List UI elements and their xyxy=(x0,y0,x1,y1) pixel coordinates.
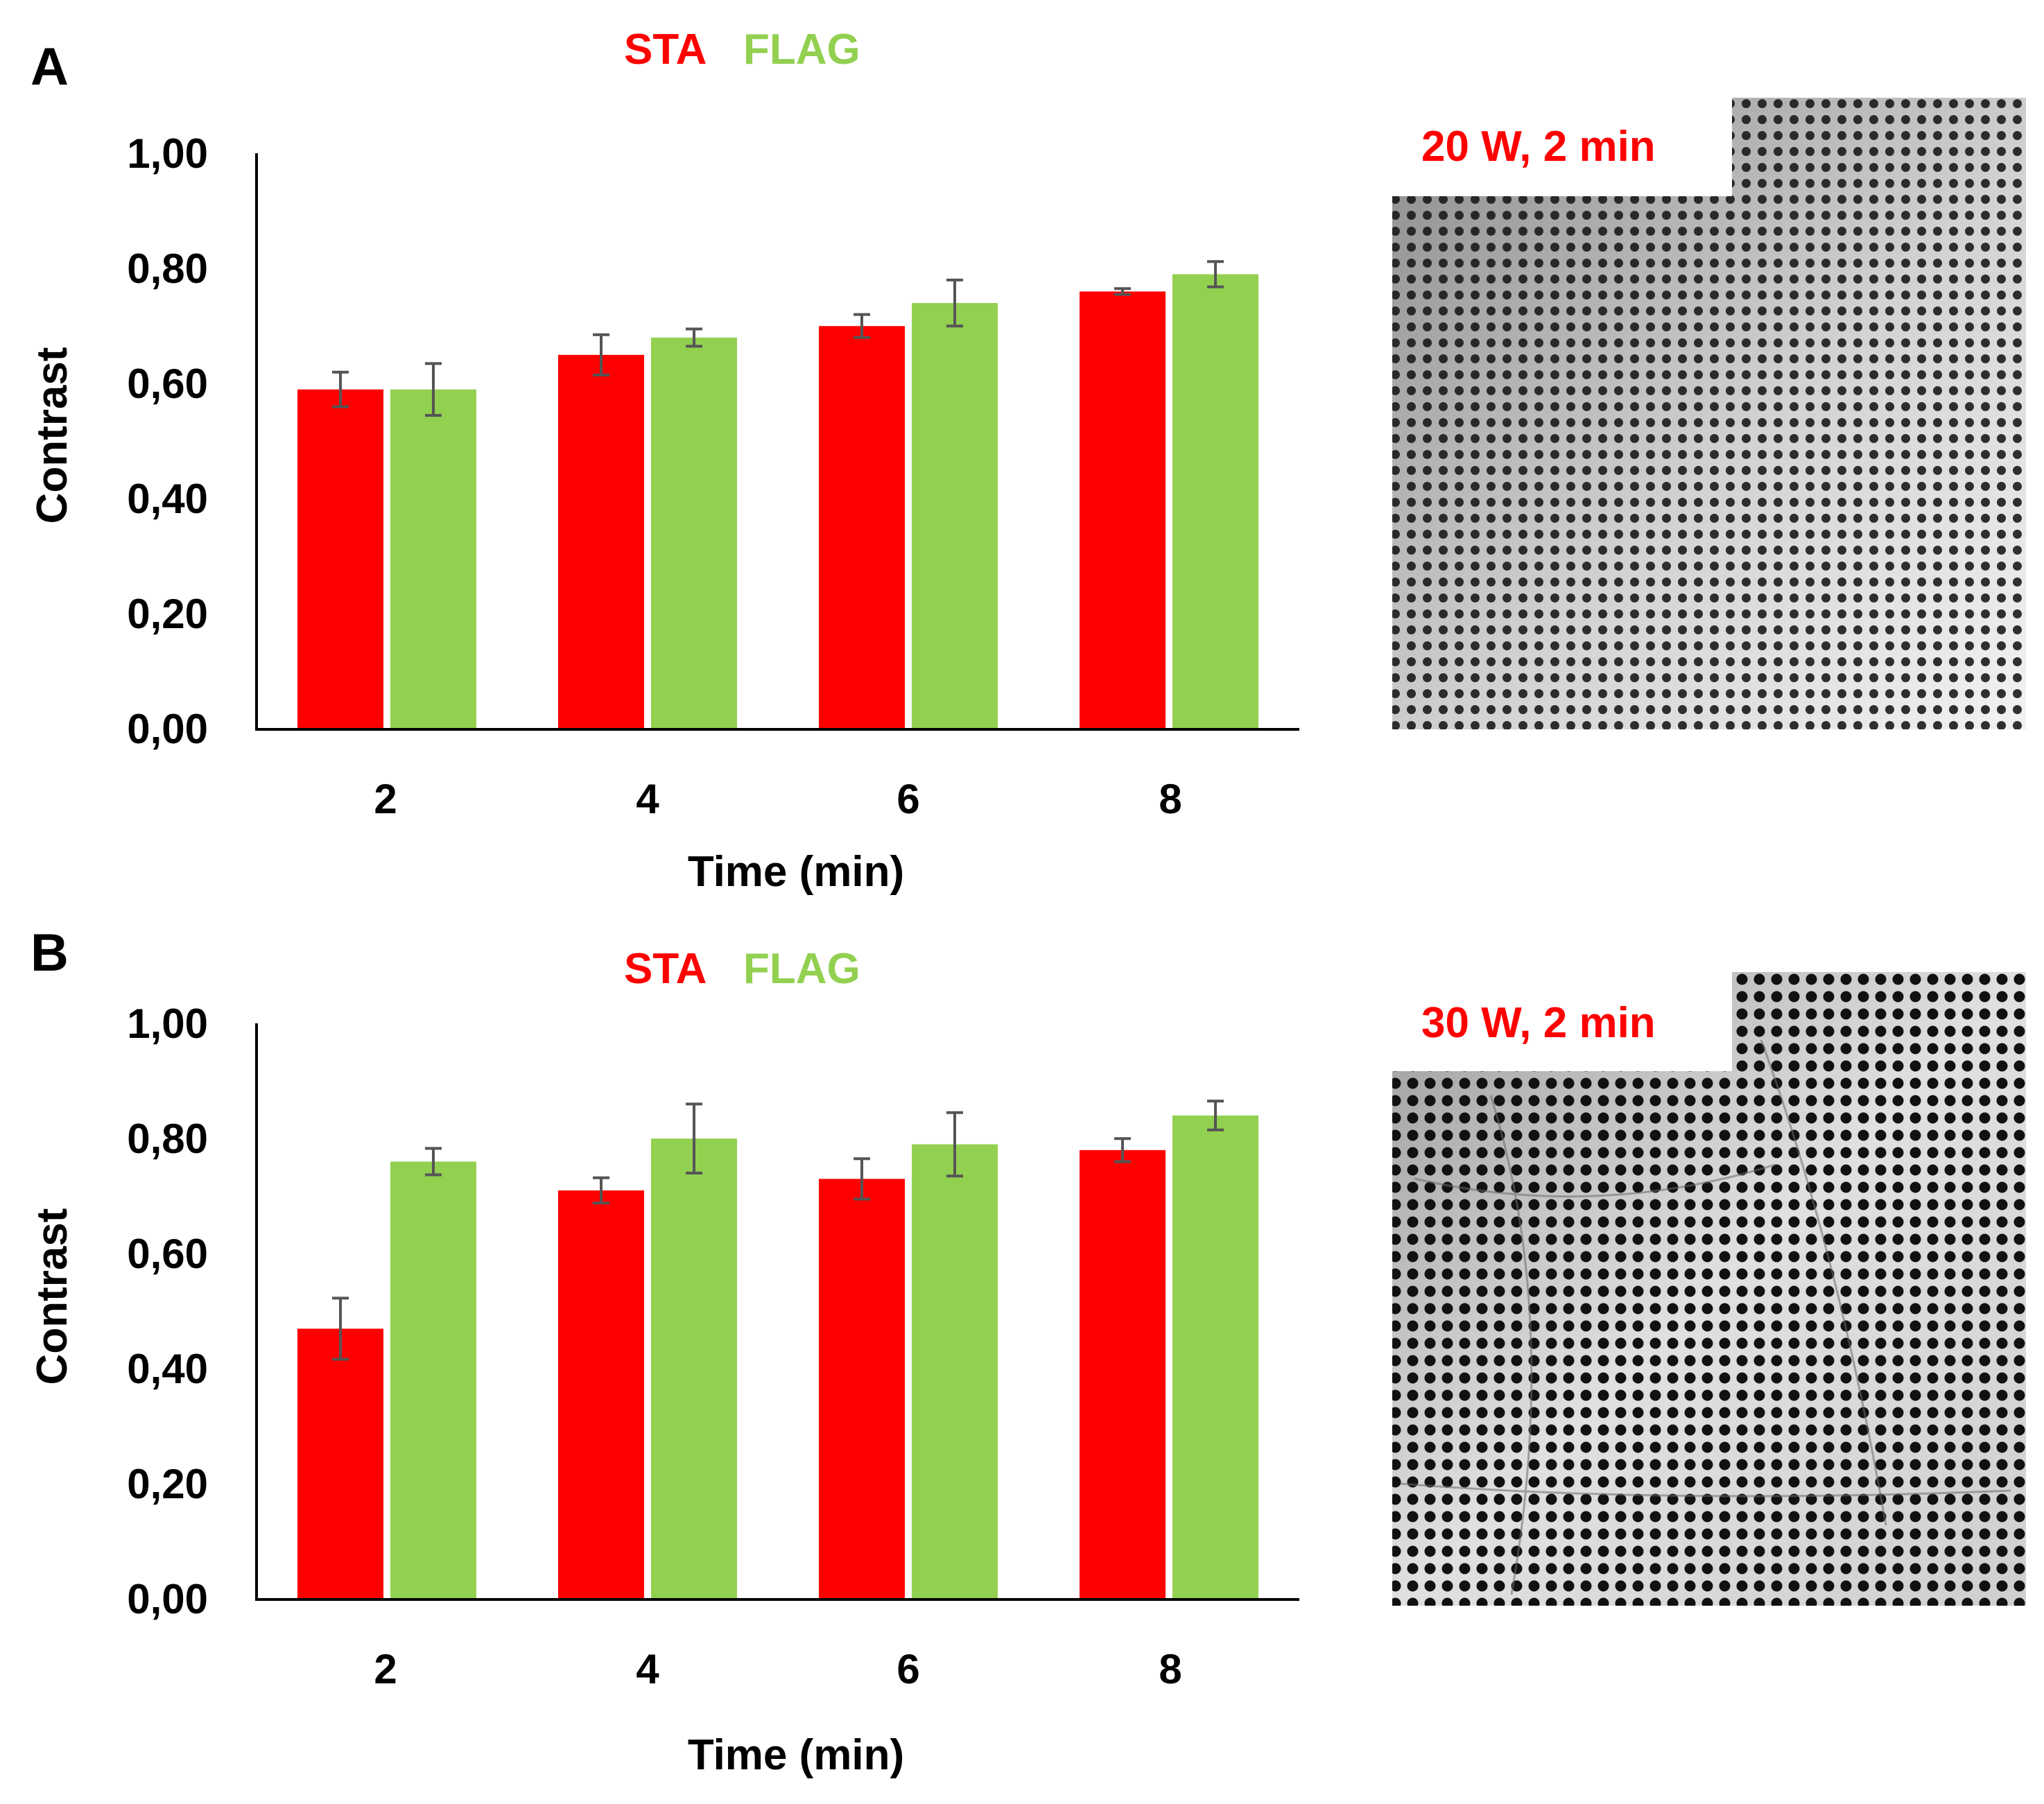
y-axis-title: Contrast xyxy=(28,1208,76,1385)
y-axis-title: Contrast xyxy=(28,347,76,524)
y-tick-labels: 0,00 0,20 0,40 0,60 0,80 1,00 xyxy=(127,130,208,752)
y-tick-label: 0,00 xyxy=(127,706,208,752)
x-axis-title: Time (min) xyxy=(688,1731,904,1779)
bar-sta-6 xyxy=(819,326,905,729)
bar-flag-4 xyxy=(651,1138,737,1599)
error-bar-flag-8 xyxy=(1207,260,1224,288)
bar-flag-6 xyxy=(912,303,998,729)
panel-b: B STA FLAG 0,00 0,20 0,40 0,60 0,80 1,00… xyxy=(28,923,2026,1779)
y-tick-label: 0,20 xyxy=(127,1461,208,1507)
bar-sta-8 xyxy=(1080,1150,1166,1599)
bar-flag-8 xyxy=(1172,274,1258,729)
panel-letter: B xyxy=(31,923,69,982)
x-tick-label: 6 xyxy=(897,776,919,822)
error-bar-sta-2 xyxy=(332,1296,349,1361)
bar-flag-4 xyxy=(651,337,737,729)
bar-flag-2 xyxy=(390,389,476,729)
error-bar-flag-2 xyxy=(425,1147,442,1177)
x-tick-label: 4 xyxy=(636,1646,659,1692)
bar-sta-2 xyxy=(297,389,383,729)
y-tick-label: 1,00 xyxy=(127,1000,208,1047)
error-bar-flag-6 xyxy=(946,1111,963,1178)
x-tick-label: 6 xyxy=(897,1646,919,1692)
y-tick-label: 0,00 xyxy=(127,1576,208,1622)
legend-sta: STA xyxy=(624,945,707,993)
legend-sta: STA xyxy=(624,26,707,73)
y-tick-label: 0,40 xyxy=(127,1346,208,1392)
y-tick-label: 0,40 xyxy=(127,476,208,522)
micrograph-b xyxy=(1392,972,2026,1606)
error-bar-sta-6 xyxy=(854,1157,870,1201)
x-tick-labels: 2 4 6 8 xyxy=(374,1646,1181,1692)
bars xyxy=(297,274,1258,730)
error-bar-flag-8 xyxy=(1207,1100,1224,1131)
error-bars xyxy=(332,260,1224,417)
bar-flag-6 xyxy=(912,1144,998,1599)
bar-flag-8 xyxy=(1172,1115,1258,1599)
photo-label: 30 W, 2 min xyxy=(1421,999,1656,1047)
x-tick-label: 2 xyxy=(374,776,397,822)
panel-letter: A xyxy=(31,37,69,96)
y-tick-label: 0,80 xyxy=(127,245,208,292)
legend-flag: FLAG xyxy=(743,945,860,993)
error-bar-flag-6 xyxy=(946,278,963,328)
bar-sta-2 xyxy=(297,1328,383,1599)
x-tick-label: 2 xyxy=(374,1646,397,1692)
x-axis-title: Time (min) xyxy=(688,848,904,896)
panel-a: A STA FLAG 0,00 0,20 0,40 0,60 0,80 1,00… xyxy=(28,26,2026,896)
error-bars xyxy=(332,1100,1224,1361)
bar-flag-2 xyxy=(390,1161,476,1599)
error-bar-flag-4 xyxy=(686,1102,702,1175)
error-bar-sta-4 xyxy=(593,1176,609,1205)
bars xyxy=(297,1115,1258,1599)
bar-sta-8 xyxy=(1080,291,1166,729)
x-tick-label: 8 xyxy=(1159,1646,1181,1692)
error-bar-sta-8 xyxy=(1114,1137,1131,1163)
y-tick-label: 0,60 xyxy=(127,1231,208,1277)
error-bar-sta-8 xyxy=(1114,287,1131,296)
micrograph-a xyxy=(1392,98,2026,729)
error-bar-sta-4 xyxy=(593,333,609,376)
x-tick-label: 8 xyxy=(1159,776,1181,822)
error-bar-sta-2 xyxy=(332,370,349,408)
error-bar-flag-4 xyxy=(686,327,702,348)
bar-sta-4 xyxy=(558,354,644,730)
y-tick-label: 0,20 xyxy=(127,591,208,637)
photo-label: 20 W, 2 min xyxy=(1421,123,1656,171)
bar-sta-4 xyxy=(558,1190,644,1599)
y-tick-label: 0,60 xyxy=(127,361,208,407)
x-tick-label: 4 xyxy=(636,776,659,822)
y-tick-label: 1,00 xyxy=(127,130,208,177)
x-tick-labels: 2 4 6 8 xyxy=(374,776,1181,822)
legend-flag: FLAG xyxy=(743,26,860,73)
error-bar-sta-6 xyxy=(854,313,870,339)
y-tick-label: 0,80 xyxy=(127,1116,208,1162)
bar-sta-6 xyxy=(819,1179,905,1599)
y-tick-labels: 0,00 0,20 0,40 0,60 0,80 1,00 xyxy=(127,1000,208,1622)
error-bar-flag-2 xyxy=(425,362,442,417)
